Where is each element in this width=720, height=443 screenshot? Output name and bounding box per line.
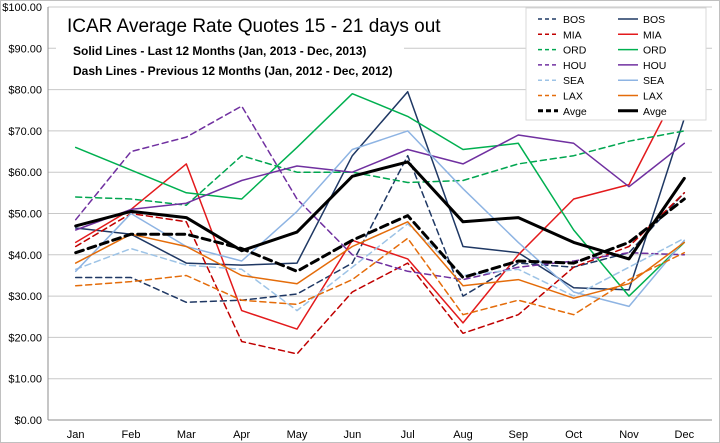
series-line-lax-dash	[74, 237, 686, 316]
legend-label: BOS	[643, 14, 665, 26]
x-tick-label: Apr	[233, 429, 250, 441]
series-line-ord-solid	[74, 92, 686, 297]
legend-label: HOU	[643, 60, 666, 72]
x-tick-label: Jul	[401, 429, 415, 441]
legend-label: BOS	[563, 14, 585, 26]
series-line-mia-solid	[74, 76, 686, 330]
series-line-bos-dash	[74, 154, 686, 304]
x-axis-ticks: Jan Feb Mar Apr May Jun Jul Aug Sep Oct Nov Dec	[67, 429, 695, 441]
x-tick-label: Dec	[675, 429, 695, 441]
y-tick-label: $0.00	[14, 415, 42, 427]
series-line-bos-solid	[74, 90, 686, 291]
y-tick-label: $50.00	[8, 209, 42, 221]
y-tick-label: $90.00	[8, 43, 42, 55]
legend-label: ORD	[563, 45, 587, 57]
x-tick-label: Mar	[177, 429, 196, 441]
x-tick-label: Feb	[122, 429, 141, 441]
legend-label: Avge	[563, 106, 587, 118]
legend-label: HOU	[563, 60, 586, 72]
x-tick-label: Jun	[343, 429, 361, 441]
legend: BOS BOS MIA MIA ORD ORD HOU HOU SEA SEA LAX LAX Avge…	[525, 7, 707, 121]
y-tick-label: $100.00	[2, 2, 42, 14]
y-tick-label: $80.00	[8, 85, 42, 97]
x-tick-label: Aug	[453, 429, 473, 441]
series-line-avge-solid	[74, 160, 686, 261]
series-line-sea-dash	[74, 223, 686, 312]
series-line-lax-solid	[74, 221, 686, 299]
series-line-avge-dash	[74, 197, 686, 279]
legend-label: Avge	[643, 106, 667, 118]
chart-subtitle-dash: Dash Lines - Previous 12 Months (Jan, 20…	[73, 64, 392, 78]
y-tick-label: $30.00	[8, 291, 42, 303]
chart-subtitle-solid: Solid Lines - Last 12 Months (Jan, 2013 …	[73, 44, 366, 58]
legend-label: MIA	[643, 29, 662, 41]
y-tick-label: $10.00	[8, 374, 42, 386]
series-line-sea-solid	[74, 130, 686, 308]
x-tick-label: Nov	[619, 429, 639, 441]
legend-box	[525, 7, 707, 121]
series-group	[74, 76, 686, 355]
y-tick-label: $40.00	[8, 250, 42, 262]
series-line-hou-solid	[74, 134, 686, 231]
x-tick-label: Oct	[565, 429, 582, 441]
y-tick-label: $20.00	[8, 332, 42, 344]
title-box	[56, 9, 404, 85]
x-tick-label: Jan	[67, 429, 85, 441]
y-axis-ticks: $0.00 $10.00 $20.00 $30.00 $40.00 $50.00 $60.0…	[2, 2, 42, 427]
legend-label: ORD	[643, 45, 667, 57]
x-tick-label: May	[287, 429, 308, 441]
legend-label: LAX	[643, 91, 663, 103]
legend-label: LAX	[563, 91, 583, 103]
legend-label: SEA	[643, 75, 664, 87]
legend-label: SEA	[563, 75, 584, 87]
chart-title: ICAR Average Rate Quotes 15 - 21 days ou…	[67, 16, 441, 37]
legend-label: MIA	[563, 29, 582, 41]
y-tick-label: $70.00	[8, 126, 42, 138]
series-line-mia-dash	[74, 192, 686, 355]
x-tick-label: Sep	[509, 429, 529, 441]
y-tick-label: $60.00	[8, 167, 42, 179]
